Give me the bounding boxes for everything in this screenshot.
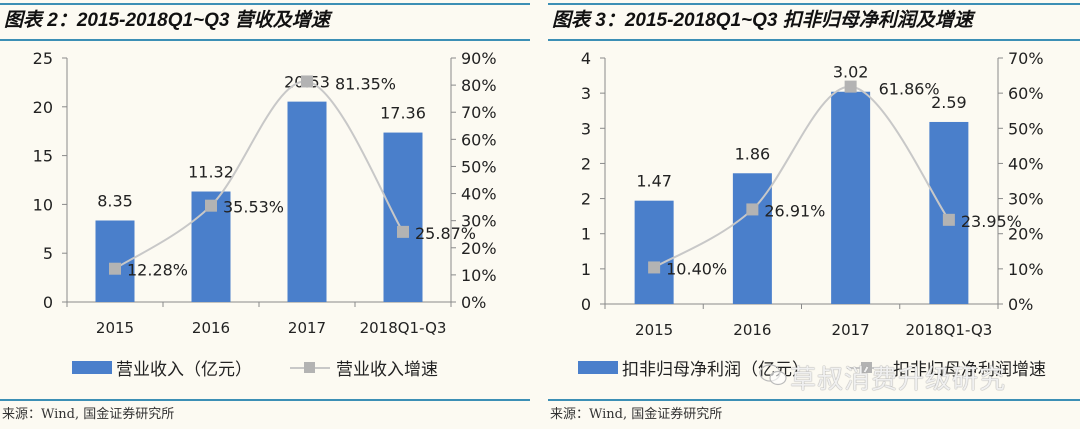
line-marker-legend-icon	[290, 361, 330, 374]
left-axis-tick-label: 2	[581, 190, 591, 209]
bar-legend-swatch-icon	[578, 361, 618, 374]
left-axis-tick-label: 25	[33, 49, 53, 68]
source-note: 来源：Wind, 国金证券研究所	[2, 407, 175, 422]
left-axis-tick-label: 5	[43, 244, 53, 263]
right-axis-tick-label: 60%	[461, 130, 497, 149]
chart-legend: 扣非归母净利润（亿元） 扣非归母净利润增速	[578, 355, 1046, 380]
chart-title: 图表 3：2015-2018Q1~Q3 扣非归母净利润及增速	[552, 10, 973, 31]
x-axis-category-label: 2016	[733, 321, 771, 339]
line-marker	[648, 261, 661, 274]
line-value-label: 26.91%	[764, 201, 825, 220]
legend-line-label: 扣非归母净利润增速	[893, 360, 1046, 380]
right-axis-tick-label: 0%	[461, 293, 486, 312]
right-axis-tick-label: 90%	[461, 49, 497, 68]
x-axis-category-label: 2017	[832, 321, 870, 339]
right-axis-tick-label: 10%	[461, 266, 497, 285]
line-marker	[397, 225, 409, 238]
growth-rate-line	[653, 85, 950, 269]
left-axis-tick-label: 1	[581, 225, 591, 244]
left-axis-tick-label: 20	[33, 98, 53, 117]
left-chart-panel: 图表 2：2015-2018Q1~Q3 营收及增速 0 5 10 15 20 25 0% 10…	[0, 0, 530, 429]
x-axis-category-label: 2016	[192, 319, 230, 337]
source-note: 来源：Wind, 国金证券研究所	[550, 407, 723, 422]
line-marker	[109, 262, 121, 275]
right-axis-tick-label: 70%	[461, 103, 497, 122]
right-axis-tick-label: 60%	[1008, 84, 1044, 103]
line-value-label: 35.53%	[223, 198, 284, 217]
left-axis-tick-label: 3	[581, 119, 591, 138]
left-axis-tick-label: 1	[581, 260, 591, 279]
right-axis-tick-label: 30%	[461, 212, 497, 231]
net-profit-chart-plot: 011223340%10%20%30%40%50%60%70%1.4720151…	[581, 49, 1044, 339]
line-value-label: 12.28%	[127, 261, 188, 280]
right-axis-tick-label: 80%	[461, 76, 497, 95]
growth-rate-line	[114, 80, 404, 270]
legend-bar-label: 营业收入（亿元）	[116, 360, 252, 380]
line-marker	[942, 213, 955, 226]
line-marker	[746, 203, 759, 216]
line-value-label: 81.35%	[335, 74, 396, 93]
legend-line-label: 营业收入增速	[336, 360, 438, 380]
title-top-rule	[0, 3, 530, 5]
left-axis-tick-label: 4	[581, 49, 591, 68]
bar-value-label: 3.02	[833, 63, 869, 82]
revenue-chart-plot: 0 5 10 15 20 25 0% 10% 20% 30% 40% 50% 60% 70% 80% 90% 8…	[33, 49, 497, 337]
wechat-watermark-icon	[759, 364, 787, 386]
title-bottom-rule	[548, 39, 1080, 41]
right-axis-tick-label: 0%	[1008, 295, 1033, 314]
line-value-label: 23.95%	[961, 212, 1022, 231]
right-axis-tick-label: 50%	[1008, 119, 1044, 138]
bar	[831, 91, 871, 304]
right-axis-tick-label: 20%	[461, 239, 497, 258]
bar	[634, 200, 674, 304]
bar	[929, 121, 969, 305]
left-axis-tick-label: 2	[581, 154, 591, 173]
chart-title: 图表 2：2015-2018Q1~Q3 营收及增速	[4, 10, 330, 31]
left-axis-tick-label: 0	[43, 293, 53, 312]
bar-legend-swatch-icon	[72, 361, 112, 374]
bar-value-label: 11.32	[188, 163, 234, 182]
source-top-rule	[548, 399, 1080, 401]
right-axis-tick-label: 20%	[1008, 225, 1044, 244]
line-marker-legend-icon	[847, 361, 887, 374]
title-top-rule	[548, 3, 1080, 5]
x-axis-category-label: 2017	[288, 319, 326, 337]
bar-value-label: 2.59	[931, 93, 967, 112]
right-axis-tick-label: 50%	[461, 157, 497, 176]
bar-value-label: 8.35	[97, 192, 133, 211]
bar-value-label: 1.47	[636, 172, 672, 191]
bar	[383, 132, 423, 302]
bar-value-label: 1.86	[735, 144, 771, 163]
bar	[287, 101, 327, 302]
x-axis-category-label: 2018Q1-Q3	[360, 319, 447, 337]
left-axis-tick-label: 0	[581, 295, 591, 314]
right-axis-tick-label: 40%	[1008, 154, 1044, 173]
x-axis-category-label: 2015	[96, 319, 134, 337]
right-axis-tick-label: 70%	[1008, 49, 1044, 68]
chart-legend: 营业收入（亿元） 营业收入增速	[72, 355, 438, 380]
title-bottom-rule	[0, 39, 530, 41]
line-value-label: 25.87%	[415, 224, 476, 243]
right-axis-tick-label: 40%	[461, 185, 497, 204]
x-axis-category-label: 2018Q1-Q3	[905, 321, 992, 339]
line-marker	[844, 80, 857, 93]
line-value-label: 61.86%	[879, 80, 940, 99]
left-axis-tick-label: 10	[33, 195, 53, 214]
left-axis-tick-label: 3	[581, 84, 591, 103]
line-marker	[205, 199, 217, 212]
source-top-rule	[0, 399, 530, 401]
x-axis-category-label: 2015	[635, 321, 673, 339]
legend-bar-label: 扣非归母净利润（亿元）	[622, 360, 809, 380]
line-marker	[301, 75, 313, 88]
watermark-text: 草叔消费升级研究	[790, 365, 1007, 395]
line-value-label: 10.40%	[666, 259, 727, 278]
right-axis-tick-label: 10%	[1008, 260, 1044, 279]
bar-value-label: 17.36	[380, 104, 426, 123]
left-axis-tick-label: 15	[33, 147, 53, 166]
right-axis-tick-label: 30%	[1008, 190, 1044, 209]
